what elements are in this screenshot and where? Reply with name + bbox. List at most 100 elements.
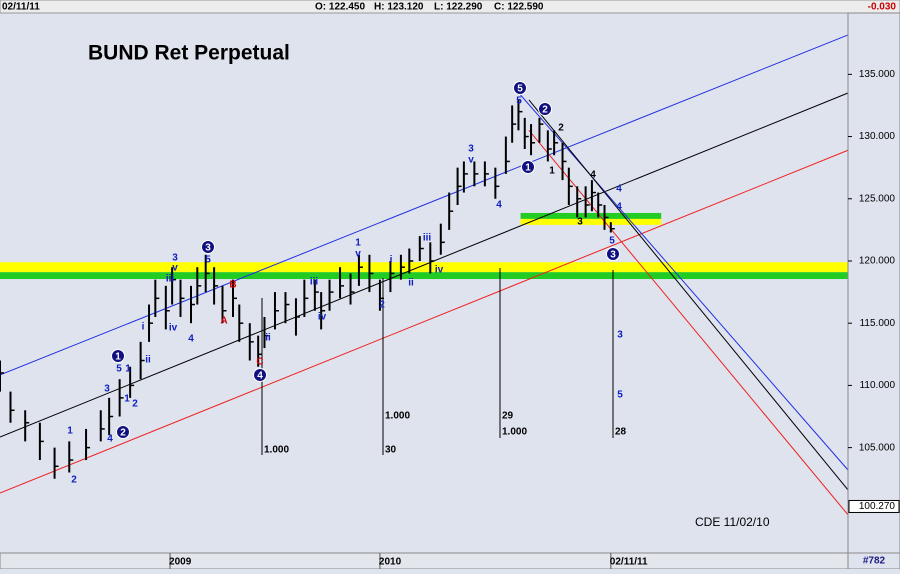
wave-label: iii xyxy=(166,274,175,285)
wave-label: 3 xyxy=(172,253,178,264)
y-tick-label: 120.000 xyxy=(859,256,896,267)
y-tick-label: 105.000 xyxy=(859,442,896,453)
wave-circle xyxy=(606,247,620,261)
note: CDE 11/02/10 xyxy=(695,515,770,529)
x-tick-label: 02/11/11 xyxy=(610,557,648,568)
wave-label: iv xyxy=(318,312,327,323)
wave-circle xyxy=(521,160,535,174)
chart-id: #782 xyxy=(863,556,886,567)
wave-label: 1 xyxy=(549,166,555,177)
wave-circle xyxy=(201,240,215,254)
cycle-label: 1.000 xyxy=(502,427,527,438)
wave-label: iii xyxy=(423,233,432,244)
header-close: C: 122.590 xyxy=(494,2,544,13)
wave-label: 5 xyxy=(205,255,211,266)
wave-circle xyxy=(513,81,527,95)
wave-label: 4 xyxy=(616,202,622,213)
price-zone xyxy=(520,218,662,225)
wave-label: 2 xyxy=(542,105,548,116)
wave-label: 3 xyxy=(577,217,583,228)
wave-circle xyxy=(111,349,125,363)
wave-label: ii xyxy=(408,278,414,289)
wave-label: 4 xyxy=(496,200,502,211)
x-tick-label: 2010 xyxy=(379,557,402,568)
header-high: H: 123.120 xyxy=(374,2,424,13)
wave-label: 5 xyxy=(609,236,615,247)
wave-label: 2 xyxy=(120,428,126,439)
wave-label: 4 xyxy=(616,184,622,195)
wave-label: i xyxy=(390,255,393,266)
header-bar xyxy=(0,0,900,14)
wave-label: 3 xyxy=(610,250,616,261)
header-low: L: 122.290 xyxy=(434,2,483,13)
x-axis-strip xyxy=(0,552,900,570)
header-change: -0.030 xyxy=(868,2,897,13)
header-date: 02/11/11 xyxy=(2,2,40,13)
wave-label: v xyxy=(355,249,361,260)
wave-label: i xyxy=(142,322,145,333)
wave-label: v xyxy=(172,263,178,274)
wave-label: 5 xyxy=(517,84,523,95)
wave-label: 1 xyxy=(115,352,121,363)
wave-label: 1 xyxy=(67,426,73,437)
wave-circle xyxy=(116,425,130,439)
trendline xyxy=(0,34,849,376)
wave-label: 5 xyxy=(116,364,122,375)
price-zone xyxy=(520,212,662,219)
price-zone xyxy=(0,262,848,273)
wave-label: iv xyxy=(169,323,178,334)
wave-label: 4 xyxy=(188,334,194,345)
y-tick-label: 115.000 xyxy=(860,318,896,329)
wave-label: 3 xyxy=(205,243,211,254)
wave-label: C xyxy=(256,357,263,368)
wave-label: 2 xyxy=(379,300,385,311)
cycle-label: 29 xyxy=(502,411,514,422)
wave-label: 4 xyxy=(107,434,113,445)
wave-label: 2 xyxy=(71,475,77,486)
price-marker-box xyxy=(848,499,900,513)
wave-label: 3 xyxy=(104,384,110,395)
wave-label: 1 xyxy=(124,394,130,405)
cycle-label: 30 xyxy=(385,445,397,456)
y-tick-label: 130.000 xyxy=(859,131,896,142)
wave-label: 4 xyxy=(590,170,596,181)
wave-label: iv xyxy=(435,265,444,276)
y-tick-label: 125.000 xyxy=(859,193,896,204)
trendline xyxy=(0,149,849,494)
wave-label: A xyxy=(220,316,227,327)
wave-label: 1 xyxy=(355,238,361,249)
cycle-label: 28 xyxy=(615,427,627,438)
cycle-label: 1.000 xyxy=(385,411,410,422)
chart-title: BUND Ret Perpetual xyxy=(88,42,290,65)
header-open: O: 122.450 xyxy=(315,2,365,13)
price-zone xyxy=(0,272,848,280)
wave-label: ii xyxy=(145,355,151,366)
wave-circle xyxy=(253,368,267,382)
wave-label: 5 xyxy=(617,390,623,401)
y-tick-label: 110.000 xyxy=(860,380,896,391)
wave-label: 1 xyxy=(125,364,131,375)
price-marker-label: 100.270 xyxy=(859,501,896,512)
y-tick-label: 135.000 xyxy=(859,69,896,80)
wave-label: 5 xyxy=(516,96,522,107)
trendline xyxy=(528,130,849,516)
wave-label: iii xyxy=(310,277,319,288)
wave-label: 3 xyxy=(617,330,623,341)
y-axis-strip xyxy=(847,12,900,554)
cycle-label: 1.000 xyxy=(264,445,289,456)
trendline xyxy=(528,99,849,491)
wave-label: ii xyxy=(265,333,271,344)
wave-label: 3 xyxy=(468,144,474,155)
wave-label: 2 xyxy=(558,123,564,134)
trendline xyxy=(0,92,849,438)
wave-label: 2 xyxy=(132,399,138,410)
wave-circle xyxy=(538,102,552,116)
wave-label: B xyxy=(229,280,236,291)
wave-label: v xyxy=(468,155,474,166)
wave-label: 4 xyxy=(257,371,263,382)
trendline xyxy=(520,94,849,471)
wave-label: 1 xyxy=(525,163,531,174)
